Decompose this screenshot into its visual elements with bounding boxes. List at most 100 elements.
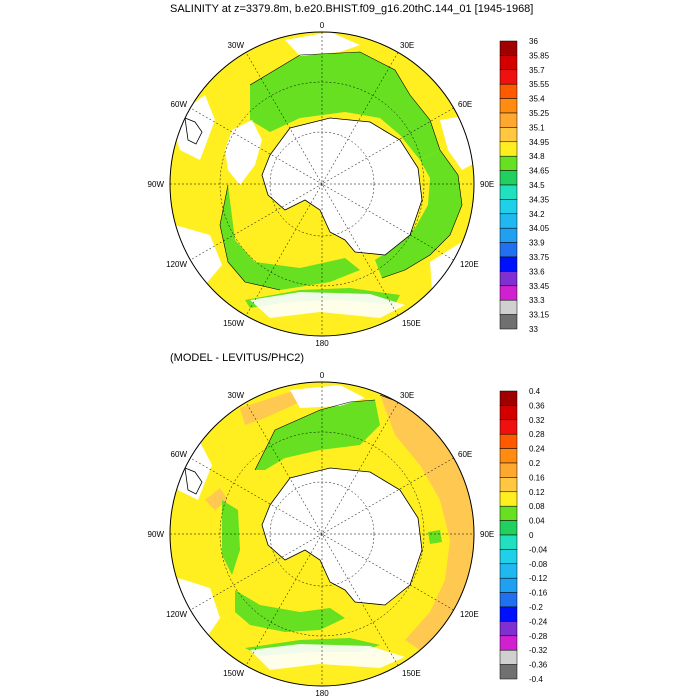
colorbar-label: 0.36	[529, 401, 545, 410]
land-antarctica	[262, 468, 422, 605]
lon-label: 0	[320, 21, 325, 30]
lon-label: 150W	[223, 669, 244, 678]
lon-label: 90E	[480, 180, 494, 189]
colorbar-label: 34.95	[529, 138, 550, 147]
colorbar-swatch	[499, 40, 518, 56]
lon-label: 30E	[400, 391, 414, 400]
colorbar-label: 0.4	[529, 387, 541, 396]
contour-line	[249, 51, 463, 279]
colorbar-label: 33	[529, 325, 538, 334]
field-region-green-pacific	[220, 185, 360, 290]
colorbar-swatch	[499, 405, 518, 421]
colorbar-swatch	[499, 664, 518, 680]
colorbar-label: 34.5	[529, 181, 545, 190]
panel-title-difference: (MODEL - LEVITUS/PHC2)	[170, 352, 305, 364]
colorbar-label: 34.65	[529, 167, 550, 176]
colorbar-label: 35.25	[529, 109, 550, 118]
field-region-green-atlantic	[250, 52, 440, 160]
colorbar-swatch	[499, 477, 518, 493]
colorbar-label: 33.9	[529, 239, 545, 248]
lon-label: 30E	[400, 41, 414, 50]
colorbar-swatch	[499, 127, 518, 143]
colorbar-label: -0.28	[529, 632, 548, 641]
colorbar-swatch	[499, 419, 518, 435]
field-region-green-atlantic	[255, 400, 380, 470]
colorbar-label: 0.32	[529, 416, 545, 425]
colorbar-difference: 0.4 0.36 0.32 0.28 0.24 0.2 0.16 0.12 0.08 0.04 0 -…	[499, 387, 548, 684]
colorbar-label: 0.24	[529, 445, 545, 454]
colorbar-label: -0.16	[529, 589, 548, 598]
colorbar-label: 35.55	[529, 80, 550, 89]
lon-label: 60E	[458, 100, 472, 109]
contour-line	[254, 399, 376, 471]
field-region-orange-southwest	[205, 488, 228, 510]
lon-label: 30W	[228, 391, 245, 400]
lon-label: 120E	[460, 610, 479, 619]
coastline-antarctica	[261, 467, 423, 606]
lon-label: 150W	[223, 319, 244, 328]
land-ridge-south	[250, 292, 405, 318]
colorbar-label: -0.36	[529, 661, 548, 670]
colorbar-label: -0.4	[529, 675, 543, 684]
lon-label: 120W	[166, 260, 187, 269]
colorbar-swatch	[499, 299, 518, 315]
colorbar-label: -0.32	[529, 646, 548, 655]
lon-label: 120E	[460, 260, 479, 269]
colorbar-label: 0.16	[529, 473, 545, 482]
colorbar-label: 35.85	[529, 51, 550, 60]
colorbar-swatch	[499, 433, 518, 449]
lon-label: 90E	[480, 530, 494, 539]
colorbar-swatch	[499, 390, 518, 406]
lon-label: 150E	[402, 669, 421, 678]
salinity-map-panel: 0 30E 60E 90E 120E 150E 180 150W 120W 90…	[148, 21, 550, 348]
land-ridge-south	[250, 644, 405, 670]
map-boundary	[169, 381, 475, 687]
colorbar-label: 35.7	[529, 66, 545, 75]
colorbar-swatch	[499, 563, 518, 579]
colorbar-label: -0.24	[529, 617, 548, 626]
lon-label: 180	[315, 339, 329, 348]
colorbar-swatch	[499, 505, 518, 521]
colorbar-label: 0.2	[529, 459, 541, 468]
lon-label: 180	[315, 689, 329, 698]
lon-label: 90W	[148, 180, 165, 189]
map-grid	[170, 382, 474, 686]
field-region-orange-east	[380, 395, 474, 650]
colorbar-swatch	[499, 112, 518, 128]
colorbar-swatch	[499, 155, 518, 171]
colorbar-label: 33.6	[529, 267, 545, 276]
map-field	[170, 32, 474, 336]
land-peninsula	[225, 120, 262, 185]
field-region-green-pacific	[235, 590, 345, 632]
longitude-labels: 0 30E 60E 90E 120E 150E 180 150W 120W 90…	[148, 371, 495, 698]
colorbar-swatch	[499, 577, 518, 593]
colorbar-swatch	[499, 242, 518, 258]
colorbar-swatch	[499, 606, 518, 622]
lon-label: 30W	[228, 41, 245, 50]
colorbar-swatch	[499, 534, 518, 550]
land-patch-southwest	[178, 578, 220, 640]
colorbar-swatch	[499, 314, 518, 330]
colorbar-swatch	[499, 285, 518, 301]
colorbar-swatch	[499, 256, 518, 272]
field-region-green-east-spot	[428, 530, 442, 544]
lon-label: 90W	[148, 530, 165, 539]
colorbar-label: 0.28	[529, 430, 545, 439]
colorbar-label: 34.35	[529, 195, 550, 204]
colorbar-label: -0.12	[529, 574, 548, 583]
colorbar-label: 35.1	[529, 123, 545, 132]
colorbar-label: 0	[529, 531, 534, 540]
colorbar-label: 0.08	[529, 502, 545, 511]
contour-line	[219, 184, 281, 291]
land-antarctica	[262, 118, 422, 255]
map-field	[170, 382, 474, 686]
colorbar-label: 33.3	[529, 296, 545, 305]
colorbar-label: 36	[529, 37, 538, 46]
colorbar-label: 34.05	[529, 224, 550, 233]
longitude-labels: 0 30E 60E 90E 120E 150E 180 150W 120W 90…	[148, 21, 495, 348]
coastline-south-america	[184, 467, 203, 495]
field-region-green-west	[222, 500, 240, 575]
panel-title-salinity: SALINITY at z=3379.8m, b.e20.BHIST.f09_g…	[170, 3, 534, 15]
colorbar-swatch	[499, 462, 518, 478]
colorbar-swatch	[499, 83, 518, 99]
